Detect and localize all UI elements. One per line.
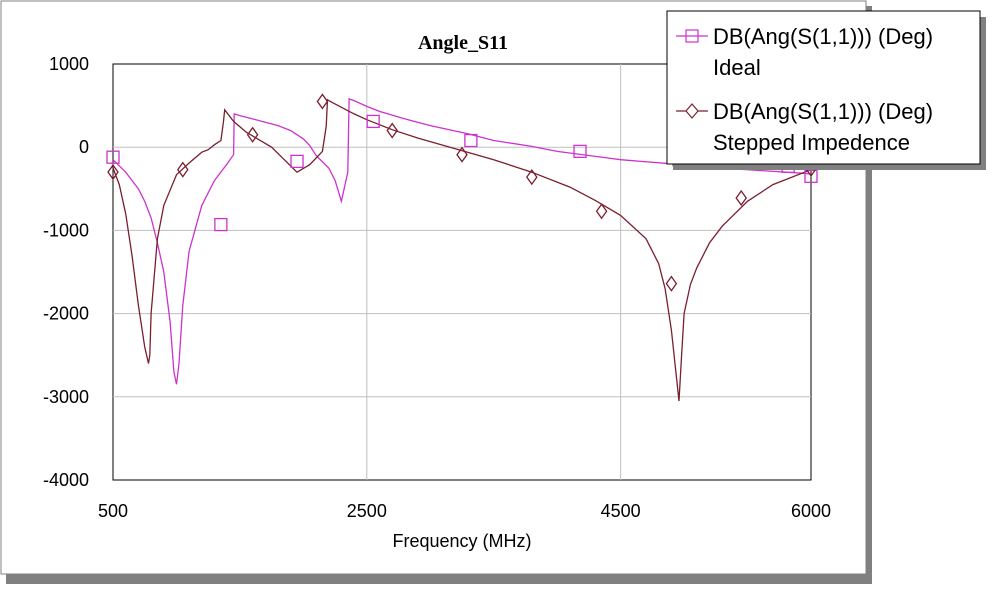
x-axis-ticks: 500 2500 4500 6000	[98, 501, 831, 521]
x-tick-label: 2500	[347, 501, 387, 521]
legend-label-ideal-line2: Ideal	[713, 55, 761, 80]
data-point-stepped	[316, 93, 329, 110]
data-point-stepped	[386, 122, 398, 139]
x-tick-label: 6000	[791, 501, 831, 521]
data-point-ideal	[106, 150, 120, 164]
data-point-stepped	[735, 189, 747, 207]
x-tick-label: 4500	[601, 501, 641, 521]
x-axis-label: Frequency (MHz)	[392, 531, 531, 551]
series-lines	[112, 97, 812, 402]
y-tick-label: -3000	[43, 387, 89, 407]
x-tick-label: 500	[98, 501, 128, 521]
y-tick-label: -1000	[43, 220, 89, 240]
legend-entry-stepped: DB(Ang(S(1,1))) (Deg) Stepped Impedence	[676, 99, 933, 155]
data-point-stepped	[665, 275, 678, 292]
data-point-ideal	[464, 133, 478, 148]
data-point-ideal	[573, 144, 587, 159]
data-point-stepped	[456, 146, 468, 163]
data-point-ideal	[804, 169, 818, 183]
data-point-stepped	[246, 126, 259, 143]
data-point-ideal	[214, 217, 228, 232]
y-tick-label: 1000	[49, 54, 89, 74]
data-point-stepped	[177, 161, 189, 178]
legend-entry-ideal: DB(Ang(S(1,1))) (Deg) Ideal	[676, 24, 933, 80]
data-point-stepped	[595, 203, 608, 220]
legend: DB(Ang(S(1,1))) (Deg) Ideal DB(Ang(S(1,1…	[666, 10, 986, 170]
y-axis-ticks: 1000 0 -1000 -2000 -3000 -4000	[43, 54, 89, 490]
data-point-stepped	[526, 169, 538, 186]
legend-marker-diamond	[685, 103, 699, 119]
legend-label-stepped-line2: Stepped Impedence	[713, 130, 910, 155]
y-tick-label: -2000	[43, 304, 89, 324]
series-line-stepped	[112, 98, 812, 402]
data-point-ideal	[290, 154, 304, 168]
legend-box	[666, 10, 981, 165]
data-point-stepped	[107, 164, 119, 181]
legend-marker-square	[685, 29, 699, 43]
chart-title: Angle_S11	[418, 32, 508, 54]
series-line-ideal	[112, 97, 812, 385]
y-tick-label: 0	[79, 137, 89, 157]
y-tick-label: -4000	[43, 470, 89, 490]
data-point-ideal	[366, 114, 380, 129]
legend-label-stepped-line1: DB(Ang(S(1,1))) (Deg)	[713, 99, 933, 124]
legend-label-ideal-line1: DB(Ang(S(1,1))) (Deg)	[713, 24, 933, 49]
